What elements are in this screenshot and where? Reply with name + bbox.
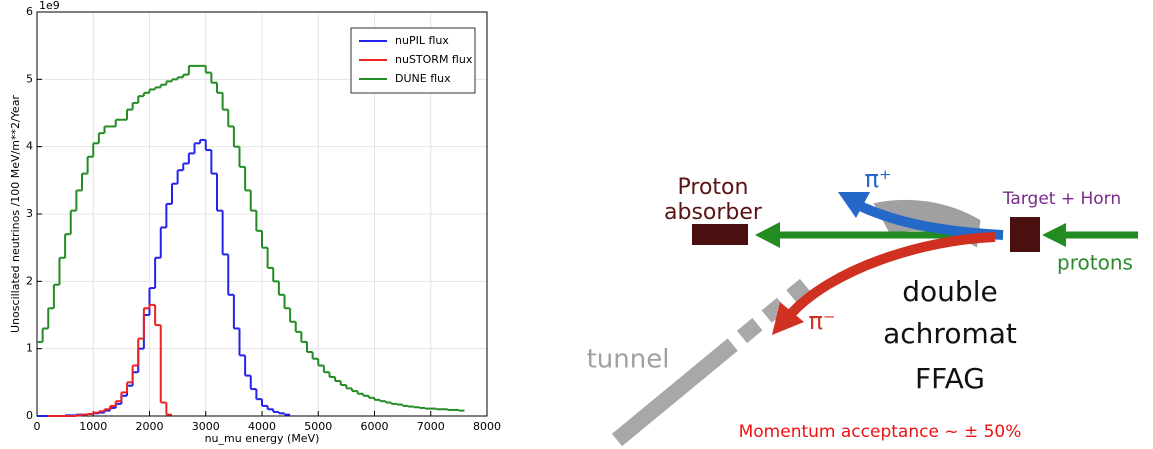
absorber-label: Proton: [678, 175, 749, 200]
pi-minus-label: π⁻: [808, 307, 835, 335]
y-tick-label: 0: [26, 409, 33, 422]
x-tick-label: 5000: [304, 420, 332, 433]
note: Momentum acceptance ~ ± 50%: [739, 422, 1022, 442]
tunnel-label: tunnel: [587, 345, 670, 375]
magnet-label: double: [902, 275, 997, 308]
y-tick-label: 1: [26, 342, 33, 355]
target: [1010, 217, 1040, 252]
plot-frame: [36, 11, 488, 417]
y-tick-label: 2: [26, 274, 33, 287]
y-tick-label: 5: [26, 72, 33, 85]
arrow-head: [755, 222, 780, 248]
x-tick-label: 3000: [192, 420, 220, 433]
x-tick-label: 6000: [361, 420, 389, 433]
y-tick-label: 6: [26, 5, 33, 18]
x-tick-label: 0: [34, 420, 41, 433]
legend-label: nuPIL flux: [395, 34, 449, 47]
x-tick-label: 4000: [248, 420, 276, 433]
y-tick-label: 3: [26, 207, 33, 220]
chart: 0 1 2 3 4 5 6 0 1000 2000 3000 4000 5000 6000 7000 8000…: [9, 0, 501, 445]
pi-plus-label: π⁺: [864, 165, 891, 193]
y-multiplier: 1e9: [39, 0, 60, 12]
arrow-head: [772, 302, 804, 335]
tunnel: [611, 278, 811, 447]
y-axis-label: Unoscillated neutrinos /100 MeV/m**2/Yea…: [9, 95, 22, 333]
protons-label: protons: [1057, 251, 1133, 275]
x-tick-label: 1000: [79, 420, 107, 433]
magnet-label: FFAG: [915, 362, 985, 395]
x-tick-label: 7000: [417, 420, 445, 433]
legend-label: DUNE flux: [395, 72, 451, 85]
proton-absorber: [692, 224, 748, 245]
arrow-head: [1042, 223, 1066, 247]
y-tick-label: 4: [26, 140, 33, 153]
absorber-label: absorber: [664, 200, 763, 225]
pi-minus-path: [786, 232, 996, 319]
legend-label: nuSTORM flux: [395, 53, 473, 66]
x-tick-label: 8000: [473, 420, 501, 433]
x-tick-label: 2000: [136, 420, 164, 433]
arrow-head: [838, 192, 870, 218]
target-label: Target + Horn: [1002, 189, 1121, 209]
x-axis-label: nu_mu energy (MeV): [205, 432, 320, 445]
magnet-label: achromat: [883, 317, 1017, 350]
